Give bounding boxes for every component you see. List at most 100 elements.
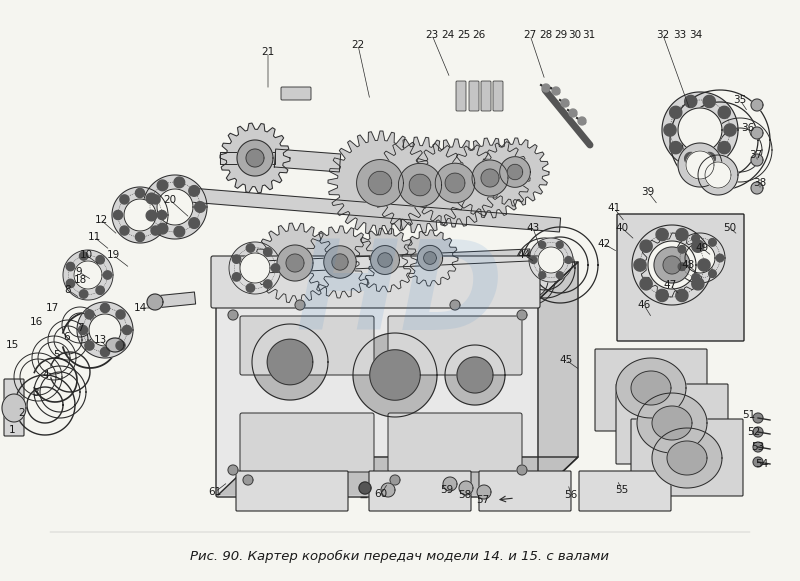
- Text: 52: 52: [747, 427, 761, 437]
- Polygon shape: [662, 92, 738, 168]
- Text: 36: 36: [742, 123, 754, 133]
- Polygon shape: [267, 339, 313, 385]
- Polygon shape: [692, 278, 704, 290]
- Polygon shape: [703, 95, 715, 107]
- Polygon shape: [477, 485, 491, 499]
- Text: 37: 37: [750, 150, 762, 160]
- Polygon shape: [648, 241, 696, 289]
- Polygon shape: [120, 226, 129, 235]
- Polygon shape: [66, 263, 74, 271]
- Polygon shape: [194, 202, 206, 212]
- Polygon shape: [656, 289, 668, 302]
- Polygon shape: [106, 338, 124, 352]
- FancyBboxPatch shape: [240, 316, 374, 375]
- Polygon shape: [561, 99, 569, 107]
- Text: 57: 57: [476, 495, 490, 505]
- Polygon shape: [450, 300, 460, 310]
- Polygon shape: [78, 325, 87, 335]
- Polygon shape: [112, 187, 168, 243]
- Text: 43: 43: [526, 223, 540, 233]
- Polygon shape: [410, 174, 430, 196]
- Polygon shape: [218, 262, 578, 300]
- Polygon shape: [637, 393, 707, 453]
- Polygon shape: [77, 302, 133, 358]
- Polygon shape: [670, 106, 682, 119]
- Text: Рис. 90. Картер коробки передач модели 14. и 15. с валами: Рис. 90. Картер коробки передач модели 1…: [190, 550, 610, 562]
- Polygon shape: [678, 108, 722, 152]
- Polygon shape: [685, 152, 697, 164]
- Polygon shape: [718, 106, 730, 119]
- Polygon shape: [457, 357, 493, 393]
- Polygon shape: [556, 272, 563, 278]
- Polygon shape: [517, 465, 527, 475]
- Polygon shape: [640, 278, 652, 290]
- Polygon shape: [353, 333, 437, 417]
- Polygon shape: [174, 227, 185, 237]
- Polygon shape: [277, 245, 313, 281]
- Polygon shape: [686, 151, 714, 179]
- Polygon shape: [676, 228, 688, 241]
- Polygon shape: [252, 324, 328, 400]
- Polygon shape: [481, 169, 499, 187]
- FancyBboxPatch shape: [479, 471, 571, 511]
- Polygon shape: [232, 272, 241, 281]
- Polygon shape: [724, 124, 736, 136]
- Polygon shape: [753, 457, 763, 467]
- Polygon shape: [151, 195, 160, 204]
- Polygon shape: [324, 246, 356, 278]
- Polygon shape: [328, 131, 432, 235]
- Polygon shape: [189, 218, 199, 228]
- Text: 59: 59: [440, 485, 454, 495]
- Polygon shape: [692, 240, 704, 252]
- Polygon shape: [274, 149, 341, 172]
- FancyBboxPatch shape: [595, 349, 707, 431]
- Polygon shape: [79, 252, 88, 260]
- FancyBboxPatch shape: [236, 471, 348, 511]
- Polygon shape: [565, 257, 572, 263]
- Polygon shape: [237, 140, 273, 176]
- Text: 29: 29: [554, 30, 568, 40]
- FancyBboxPatch shape: [281, 87, 311, 100]
- Polygon shape: [116, 341, 125, 350]
- Polygon shape: [631, 371, 671, 405]
- Polygon shape: [411, 139, 499, 227]
- Text: 24: 24: [442, 30, 454, 40]
- Text: 31: 31: [582, 30, 596, 40]
- Polygon shape: [459, 481, 473, 495]
- FancyBboxPatch shape: [481, 81, 491, 111]
- Polygon shape: [2, 394, 26, 422]
- Polygon shape: [685, 243, 715, 273]
- Polygon shape: [698, 259, 710, 271]
- Polygon shape: [79, 290, 88, 298]
- Polygon shape: [709, 270, 716, 278]
- Polygon shape: [718, 142, 730, 154]
- Text: 4: 4: [42, 370, 50, 380]
- FancyBboxPatch shape: [631, 419, 743, 496]
- Text: 54: 54: [755, 459, 769, 469]
- Polygon shape: [667, 441, 707, 475]
- Polygon shape: [146, 210, 157, 221]
- Polygon shape: [271, 264, 280, 272]
- Polygon shape: [304, 226, 376, 298]
- Text: 56: 56: [564, 490, 578, 500]
- Text: 32: 32: [656, 30, 670, 40]
- FancyBboxPatch shape: [469, 81, 479, 111]
- Polygon shape: [398, 163, 442, 207]
- FancyBboxPatch shape: [240, 413, 374, 472]
- Polygon shape: [189, 185, 199, 196]
- Polygon shape: [424, 252, 436, 264]
- Polygon shape: [542, 84, 550, 92]
- Text: 25: 25: [458, 30, 470, 40]
- FancyBboxPatch shape: [493, 81, 503, 111]
- Polygon shape: [538, 262, 578, 495]
- Text: 11: 11: [87, 232, 101, 242]
- FancyBboxPatch shape: [388, 413, 522, 472]
- Text: HD: HD: [296, 235, 504, 356]
- Polygon shape: [654, 247, 690, 283]
- Polygon shape: [246, 284, 254, 292]
- Polygon shape: [286, 254, 304, 272]
- Text: 60: 60: [374, 489, 387, 499]
- Text: 14: 14: [134, 303, 146, 313]
- Polygon shape: [220, 123, 290, 193]
- FancyBboxPatch shape: [369, 471, 471, 511]
